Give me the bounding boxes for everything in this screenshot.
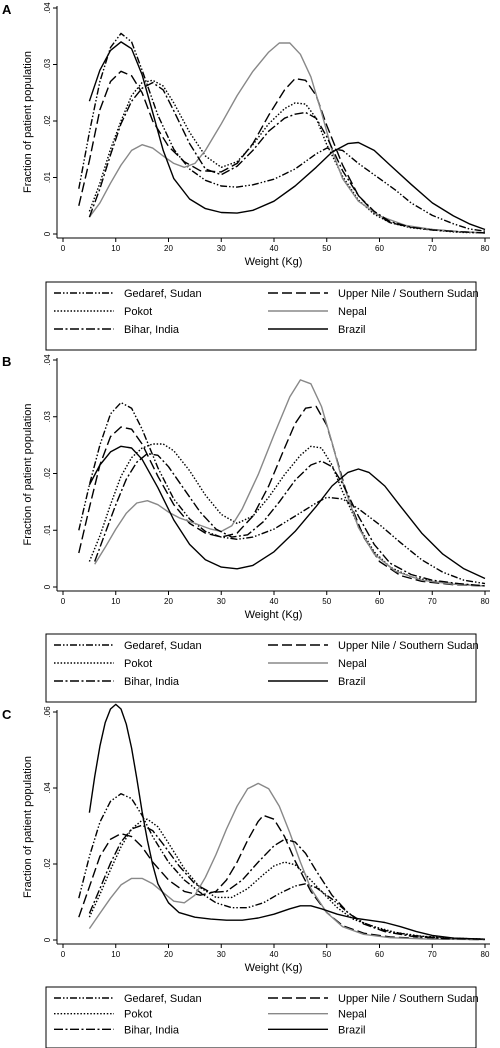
y-tick-label: .04 bbox=[43, 782, 52, 794]
x-tick-label: 50 bbox=[322, 244, 331, 253]
x-tick-label: 10 bbox=[111, 597, 120, 606]
x-tick-label: 40 bbox=[270, 950, 279, 959]
x-axis-title: Weight (Kg) bbox=[245, 962, 303, 974]
series-line-upper-nile-southern-sudan bbox=[78, 70, 486, 234]
series-line-bihar-india bbox=[88, 824, 486, 940]
y-tick-label: 0 bbox=[43, 231, 52, 236]
x-tick-label: 0 bbox=[61, 950, 66, 959]
legend: Gedaref, Sudan Upper Nile / Southern Suda… bbox=[45, 633, 479, 703]
series-line-brazil bbox=[88, 41, 486, 231]
x-axis-title: Weight (Kg) bbox=[245, 256, 303, 268]
x-tick-label: 30 bbox=[217, 950, 226, 959]
y-tick-label: .02 bbox=[43, 858, 52, 870]
series-line-nepal bbox=[94, 379, 486, 587]
x-tick-label: 50 bbox=[322, 597, 331, 606]
legend-box bbox=[45, 281, 477, 351]
x-tick-label: 60 bbox=[375, 950, 384, 959]
x-tick-label: 40 bbox=[270, 244, 279, 253]
x-axis-title: Weight (Kg) bbox=[245, 609, 303, 621]
x-tick-label: 70 bbox=[428, 597, 437, 606]
series-line-bihar-india bbox=[88, 81, 486, 234]
x-tick-label: 70 bbox=[428, 244, 437, 253]
x-tick-label: 30 bbox=[217, 597, 226, 606]
legend-box bbox=[45, 986, 477, 1048]
x-tick-label: 80 bbox=[481, 950, 490, 959]
x-tick-label: 80 bbox=[481, 244, 490, 253]
legend-label: Bihar, India bbox=[124, 324, 180, 336]
series-line-brazil bbox=[88, 703, 486, 940]
series-line-nepal bbox=[88, 42, 486, 234]
y-tick-label: .03 bbox=[43, 411, 52, 423]
legend-label: Pokot bbox=[124, 306, 152, 318]
y-axis-title: Fraction of patient population bbox=[22, 51, 34, 193]
legend-label: Pokot bbox=[124, 658, 152, 670]
legend: Gedaref, Sudan Upper Nile / Southern Suda… bbox=[45, 281, 479, 351]
series-line-nepal bbox=[88, 782, 486, 941]
legend-label: Brazil bbox=[338, 324, 366, 336]
x-tick-label: 10 bbox=[111, 244, 120, 253]
x-tick-label: 80 bbox=[481, 597, 490, 606]
legend-label: Nepal bbox=[338, 1009, 367, 1021]
x-tick-label: 50 bbox=[322, 950, 331, 959]
series-line-gedaref-sudan bbox=[78, 401, 486, 585]
legend-label: Bihar, India bbox=[124, 1024, 180, 1036]
panel-label: B bbox=[2, 354, 11, 369]
y-tick-label: .01 bbox=[43, 171, 52, 183]
panel-b: B 0 .01 .02 .03 .04 0 10 20 30 40 50 60 70 80 Weight (K… bbox=[2, 354, 490, 703]
legend-label: Brazil bbox=[338, 676, 366, 688]
legend-label: Brazil bbox=[338, 1024, 366, 1036]
panel-label: C bbox=[2, 707, 12, 722]
x-tick-label: 0 bbox=[61, 597, 66, 606]
series-line-upper-nile-southern-sudan bbox=[78, 814, 486, 941]
y-tick-label: .01 bbox=[43, 524, 52, 536]
y-tick-label: 0 bbox=[43, 584, 52, 589]
legend-label: Gedaref, Sudan bbox=[124, 288, 202, 300]
x-tick-label: 10 bbox=[111, 950, 120, 959]
x-tick-label: 60 bbox=[375, 597, 384, 606]
y-axis-title: Fraction of patient population bbox=[22, 756, 34, 898]
series-line-brazil bbox=[88, 445, 486, 580]
x-tick-label: 20 bbox=[164, 597, 173, 606]
legend-label: Upper Nile / Southern Sudan bbox=[338, 288, 479, 300]
legend-label: Upper Nile / Southern Sudan bbox=[338, 640, 479, 652]
legend: Gedaref, Sudan Upper Nile / Southern Suda… bbox=[45, 986, 479, 1048]
panel-label: A bbox=[2, 2, 12, 17]
y-tick-label: .02 bbox=[43, 115, 52, 127]
panel-c: C 0 .02 .04 .06 0 10 20 30 40 50 60 70 80 Weight (Kg) F… bbox=[2, 703, 490, 1048]
y-tick-label: 0 bbox=[43, 937, 52, 942]
x-tick-label: 20 bbox=[164, 244, 173, 253]
x-tick-label: 60 bbox=[375, 244, 384, 253]
legend-label: Gedaref, Sudan bbox=[124, 993, 202, 1005]
x-tick-label: 0 bbox=[61, 244, 66, 253]
series-line-gedaref-sudan bbox=[78, 32, 486, 232]
series-line-upper-nile-southern-sudan bbox=[78, 405, 486, 587]
y-axis-title: Fraction of patient population bbox=[22, 404, 34, 546]
y-tick-label: .04 bbox=[43, 2, 52, 14]
y-tick-label: .02 bbox=[43, 467, 52, 479]
legend-label: Pokot bbox=[124, 1009, 152, 1021]
series-line-pokot bbox=[88, 79, 486, 234]
series-line-gedaref-sudan bbox=[78, 793, 486, 940]
x-tick-label: 20 bbox=[164, 950, 173, 959]
series-line-bihar-india bbox=[94, 452, 486, 587]
y-tick-label: .06 bbox=[43, 706, 52, 718]
legend-label: Upper Nile / Southern Sudan bbox=[338, 993, 479, 1005]
y-tick-label: .04 bbox=[43, 354, 52, 366]
legend-label: Gedaref, Sudan bbox=[124, 640, 202, 652]
series-line-pokot bbox=[88, 443, 486, 587]
legend-label: Nepal bbox=[338, 306, 367, 318]
legend-label: Bihar, India bbox=[124, 676, 180, 688]
legend-box bbox=[45, 633, 477, 703]
series-line-pokot bbox=[88, 818, 486, 940]
panel-a: A 0 .01 .02 .03 .04 0 10 20 30 40 50 60 70 80 Weight (K… bbox=[2, 2, 490, 351]
x-tick-label: 40 bbox=[270, 597, 279, 606]
x-tick-label: 70 bbox=[428, 950, 437, 959]
y-tick-label: .03 bbox=[43, 58, 52, 70]
x-tick-label: 30 bbox=[217, 244, 226, 253]
legend-label: Nepal bbox=[338, 658, 367, 670]
